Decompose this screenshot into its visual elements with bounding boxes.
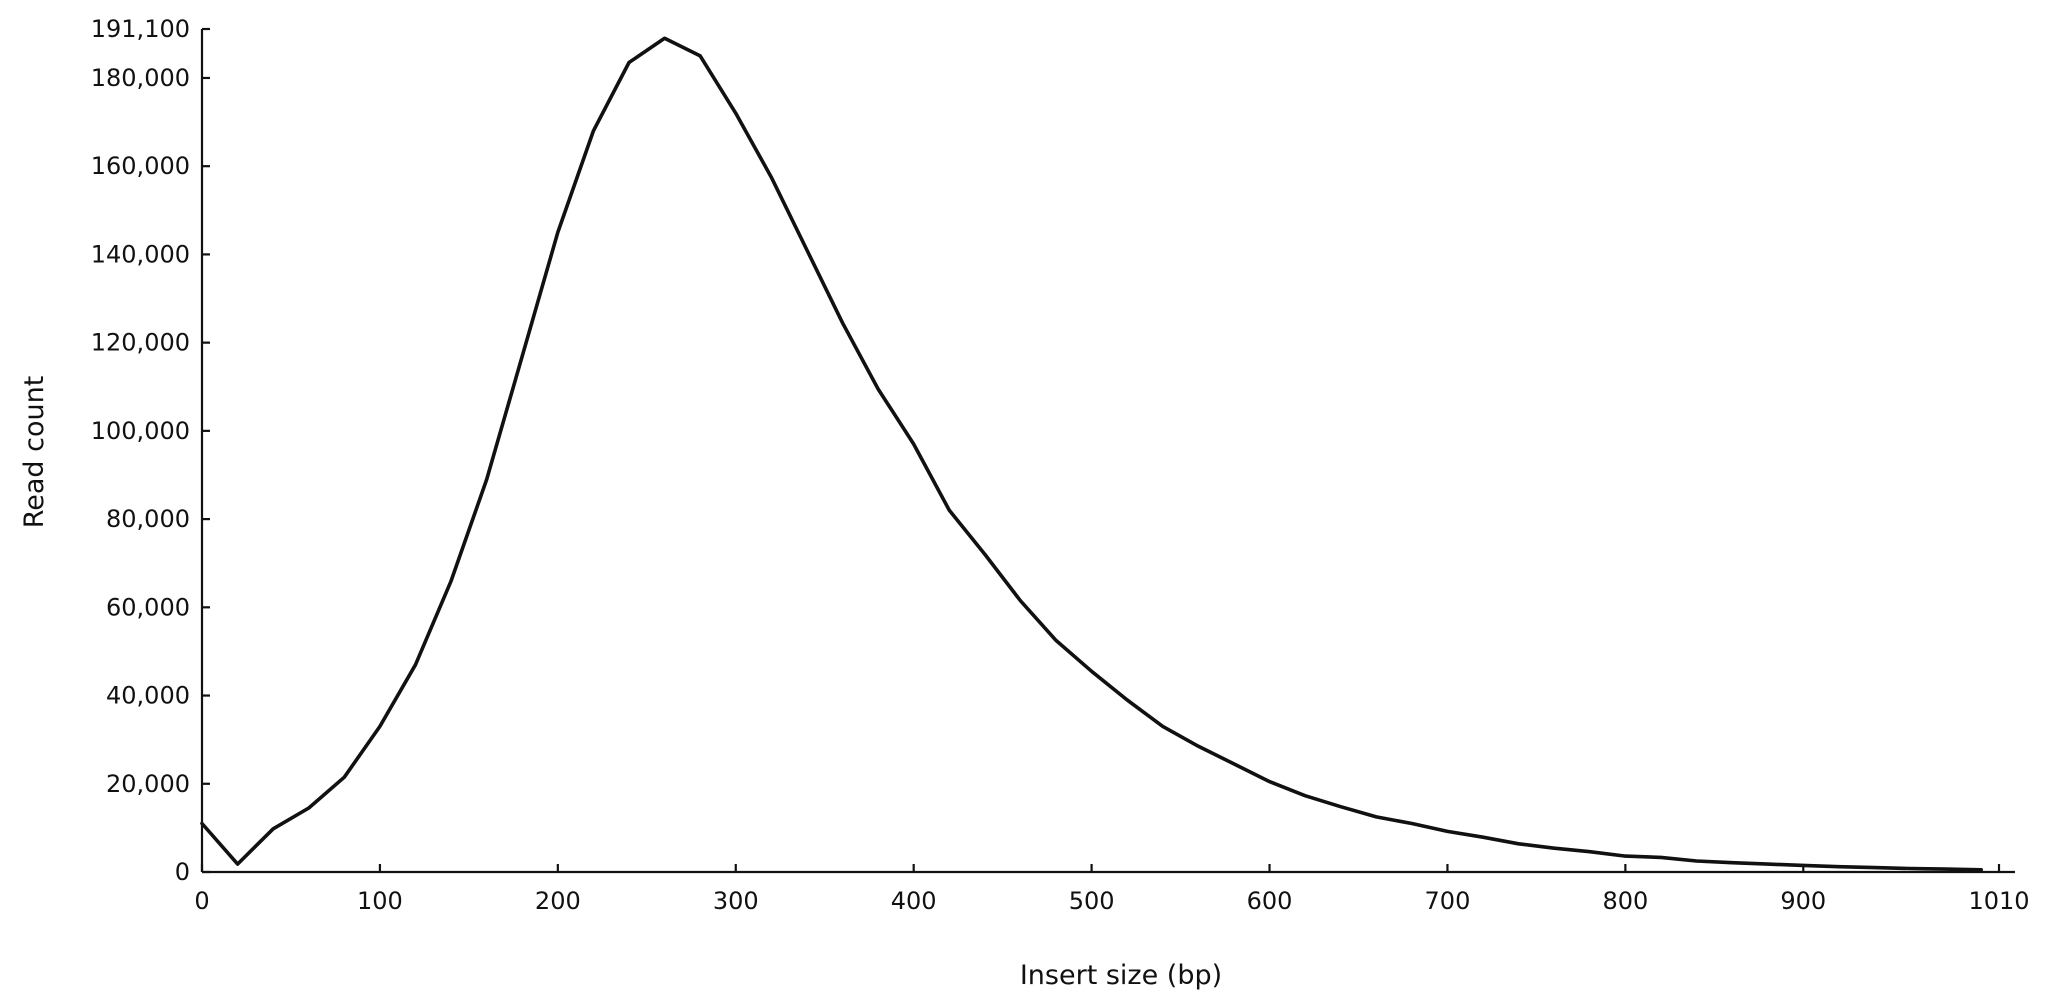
series-line: [200, 36, 1983, 872]
y-tick-label: 120,000: [91, 329, 190, 357]
x-tick-label: 100: [357, 887, 403, 915]
x-tick-label: 400: [891, 887, 937, 915]
y-axis-title: Read count: [19, 376, 50, 529]
y-tick-label: 20,000: [106, 770, 190, 798]
x-tick-label: 900: [1780, 887, 1826, 915]
x-tick-label: 800: [1602, 887, 1648, 915]
y-tick-label: 100,000: [91, 417, 190, 445]
x-tick-label: 1010: [1968, 887, 2029, 915]
x-tick-label: 500: [1069, 887, 1115, 915]
y-tick-label: 191,100: [91, 15, 190, 43]
x-tick-label: 300: [713, 887, 759, 915]
x-tick-label: 0: [194, 887, 209, 915]
y-tick-label: 80,000: [106, 505, 190, 533]
ticks: 0 20,000 40,000 60,000 80,000 100,000 120,000 1…: [91, 15, 2030, 915]
y-tick-label: 140,000: [91, 240, 190, 268]
x-axis-title: Insert size (bp): [1020, 960, 1222, 991]
x-tick-label: 600: [1247, 887, 1293, 915]
y-tick-label: 160,000: [91, 152, 190, 180]
series: [200, 36, 1983, 872]
axes: [200, 29, 2015, 874]
x-tick-label: 200: [535, 887, 581, 915]
y-tick-label: 0: [175, 858, 190, 886]
x-tick-label: 700: [1425, 887, 1471, 915]
y-tick-label: 60,000: [106, 593, 190, 621]
y-tick-label: 180,000: [91, 64, 190, 92]
y-tick-label: 40,000: [106, 682, 190, 710]
